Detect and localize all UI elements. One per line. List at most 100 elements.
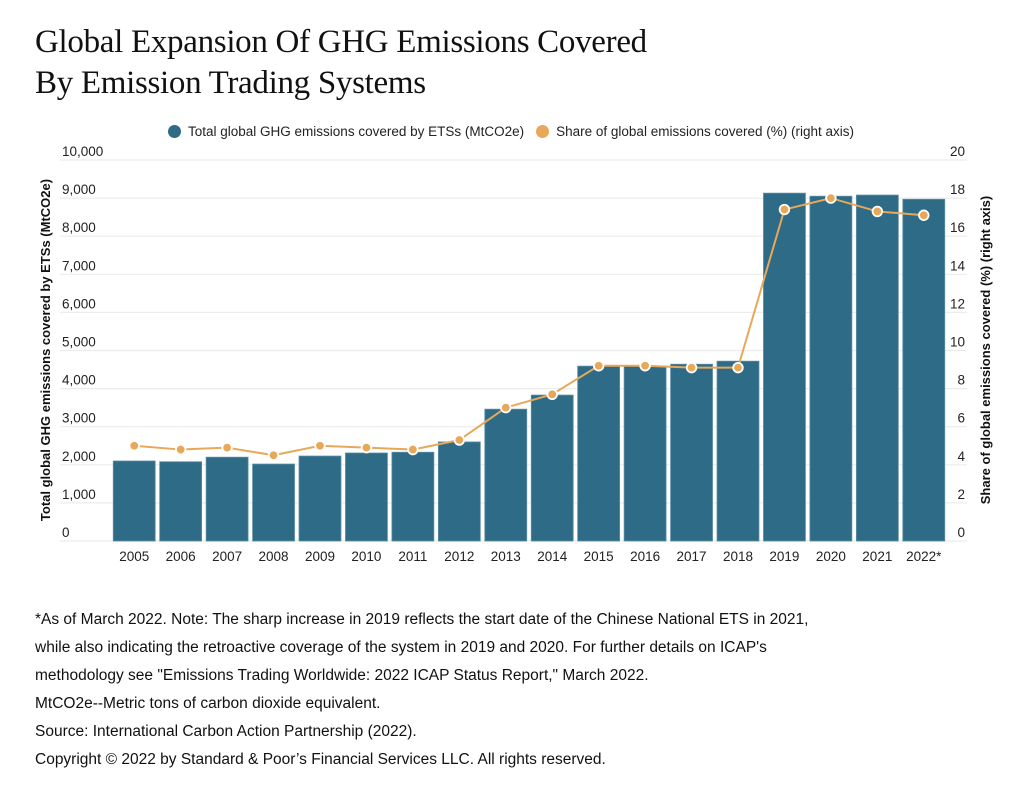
right-tick-label: 18: [950, 182, 965, 197]
chart-title-line-1: Global Expansion Of GHG Emissions Covere…: [35, 24, 647, 60]
share-point-2006[interactable]: [174, 443, 187, 456]
x-tick-label: 2016: [630, 549, 660, 564]
x-tick-label: 2009: [305, 549, 335, 564]
legend-item-emissions[interactable]: Total global GHG emissions covered by ET…: [168, 124, 524, 139]
share-point-2018[interactable]: [732, 361, 744, 374]
share-point-2022[interactable]: [918, 209, 930, 221]
right-tick-label: 10: [950, 335, 965, 350]
share-point-2016[interactable]: [639, 360, 651, 372]
bar-2007[interactable]: [205, 456, 249, 542]
bar-2011[interactable]: [391, 451, 435, 542]
left-tick-label: 0: [62, 525, 70, 540]
share-point-2011[interactable]: [407, 443, 419, 456]
footnote-line: methodology see "Emissions Trading World…: [35, 667, 649, 684]
bar-2014[interactable]: [530, 394, 574, 542]
left-tick-label: 3,000: [62, 411, 96, 426]
bar-2012[interactable]: [437, 441, 481, 542]
bar-series: [112, 192, 946, 542]
share-point-2020[interactable]: [825, 192, 837, 204]
share-point-2012[interactable]: [453, 434, 466, 446]
share-point-2019[interactable]: [778, 203, 791, 216]
bar-2006[interactable]: [159, 461, 203, 542]
bar-2010[interactable]: [345, 452, 388, 542]
x-tick-label: 2015: [584, 549, 614, 564]
left-tick-label: 9,000: [62, 182, 96, 197]
footnote-line: while also indicating the retroactive co…: [35, 639, 767, 656]
right-axis-label: Share of global emissions covered (%) (r…: [978, 196, 993, 504]
x-tick-label: 2013: [491, 549, 521, 564]
share-point-2021[interactable]: [871, 205, 884, 218]
legend-label-share: Share of global emissions covered (%) (r…: [556, 124, 854, 139]
bar-2005[interactable]: [112, 460, 156, 542]
right-tick-label: 4: [957, 449, 965, 464]
share-point-2005[interactable]: [128, 440, 140, 452]
share-point-2013[interactable]: [500, 401, 512, 414]
bar-2018[interactable]: [716, 360, 760, 542]
left-tick-label: 10,000: [62, 144, 103, 159]
chart-legend: Total global GHG emissions covered by ET…: [0, 124, 1022, 139]
right-tick-label: 2: [957, 487, 965, 502]
left-axis-label: Total global GHG emissions covered by ET…: [38, 179, 53, 521]
bar-2013[interactable]: [484, 408, 528, 542]
x-tick-label: 2022*: [906, 549, 942, 564]
right-tick-label: 6: [957, 411, 965, 426]
left-tick-label: 5,000: [62, 335, 96, 350]
x-tick-label: 2005: [119, 549, 149, 564]
legend-item-share[interactable]: Share of global emissions covered (%) (r…: [536, 124, 854, 139]
legend-swatch-emissions: [168, 125, 181, 138]
footnote-source: Source: International Carbon Action Part…: [35, 723, 417, 740]
bar-2017[interactable]: [670, 363, 713, 542]
x-tick-label: 2010: [351, 549, 381, 564]
left-tick-label: 1,000: [62, 487, 96, 502]
right-tick-label: 12: [950, 296, 965, 311]
share-point-2015[interactable]: [592, 360, 605, 372]
left-tick-label: 8,000: [62, 220, 96, 235]
x-tick-label: 2019: [769, 549, 799, 564]
right-tick-label: 20: [950, 144, 965, 159]
share-point-2017[interactable]: [685, 361, 698, 374]
line-series: [128, 192, 930, 461]
x-tick-label: 2017: [677, 549, 707, 564]
footnote-copyright: Copyright © 2022 by Standard & Poor’s Fi…: [35, 751, 606, 768]
legend-swatch-share: [536, 125, 550, 138]
right-tick-label: 16: [950, 220, 965, 235]
bar-2015[interactable]: [577, 365, 621, 542]
share-point-2009[interactable]: [314, 440, 326, 452]
left-axis-ticks: 0 1,000 2,000 3,000 4,000 5,000 6,000 7,000 8,00…: [62, 144, 103, 540]
x-tick-label: 2006: [166, 549, 196, 564]
left-tick-label: 7,000: [62, 258, 96, 273]
right-tick-label: 8: [957, 373, 965, 388]
footnotes: *As of March 2022. Note: The sharp incre…: [35, 606, 808, 774]
share-point-2008[interactable]: [267, 449, 280, 461]
bar-2016[interactable]: [623, 365, 667, 542]
bar-2009[interactable]: [298, 455, 342, 542]
share-line: [134, 197, 924, 457]
x-tick-label: 2014: [537, 549, 568, 564]
bar-2020[interactable]: [809, 195, 853, 542]
share-point-2014[interactable]: [546, 388, 558, 401]
share-point-2010[interactable]: [360, 441, 373, 454]
chart-title: Global Expansion Of GHG Emissions Covere…: [35, 22, 647, 104]
x-axis-ticks: 2005 2006 2007 2008 2009 2010 2011 2012 2013 2014…: [119, 549, 942, 564]
x-tick-label: 2007: [212, 549, 242, 564]
left-tick-label: 2,000: [62, 449, 96, 464]
right-tick-label: 0: [957, 525, 965, 540]
bar-2019[interactable]: [763, 192, 806, 542]
legend-label-emissions: Total global GHG emissions covered by ET…: [188, 124, 525, 139]
x-tick-label: 2008: [259, 549, 289, 564]
chart-title-line-2: By Emission Trading Systems: [35, 65, 426, 101]
bar-2008[interactable]: [252, 463, 295, 542]
bar-2021[interactable]: [855, 194, 899, 542]
footnote-definition: MtCO2e--Metric tons of carbon dioxide eq…: [35, 695, 381, 712]
footnote-line: *As of March 2022. Note: The sharp incre…: [35, 611, 809, 628]
x-tick-label: 2012: [444, 549, 474, 564]
share-point-2007[interactable]: [221, 441, 233, 454]
bar-2022[interactable]: [902, 198, 946, 542]
x-tick-label: 2018: [723, 549, 753, 564]
right-tick-label: 14: [950, 258, 966, 273]
left-tick-label: 4,000: [62, 373, 96, 388]
right-axis-ticks: 0 2 4 6 8 10 12 14 16 18 20: [950, 144, 966, 540]
x-tick-label: 2021: [862, 549, 892, 564]
left-tick-label: 6,000: [62, 296, 96, 311]
combo-chart: 0 1,000 2,000 3,000 4,000 5,000 6,000 7,000 8,00…: [38, 144, 993, 564]
